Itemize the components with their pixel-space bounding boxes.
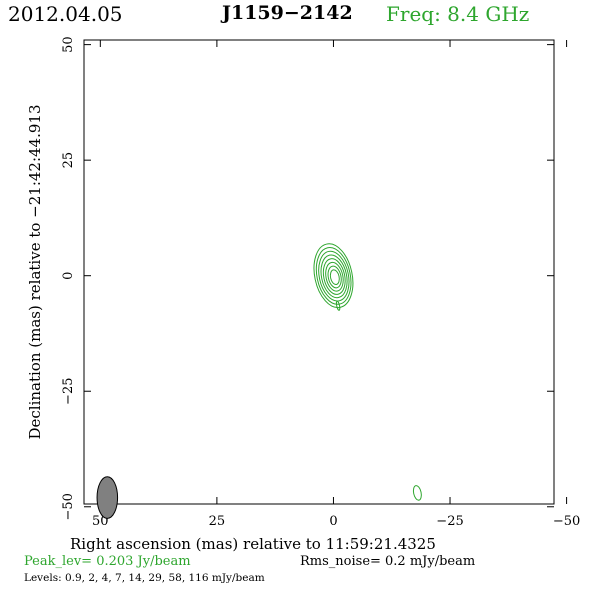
isolated-patch-contour: [412, 485, 422, 501]
y-tick-label: 25: [61, 152, 76, 169]
beam-ellipse: [96, 476, 119, 519]
y-tick-label: −25: [61, 378, 76, 405]
frequency-label: Freq: 8.4 GHz: [386, 2, 530, 26]
core-contour: [322, 258, 346, 295]
core-contour: [329, 269, 340, 286]
y-tick-label: 50: [61, 36, 76, 53]
core-contour: [325, 261, 344, 292]
core-contour: [315, 247, 352, 305]
core-contour: [320, 254, 348, 299]
y-tick-label: −50: [61, 493, 76, 520]
x-tick-label: −25: [436, 514, 463, 529]
x-tick-labels: 50 25 0 −25 −50: [92, 514, 580, 529]
axis-ticks: [84, 40, 568, 508]
y-tick-labels: 50 25 0 −25 −50: [61, 36, 76, 520]
source-name: J1159−2142: [222, 2, 353, 24]
jet-tail-contour: [335, 300, 341, 311]
beam-shape: [96, 476, 119, 519]
peak-level: Peak_lev= 0.203 Jy/beam: [24, 554, 191, 569]
x-tick-label: 25: [209, 514, 226, 529]
observation-date: 2012.04.05: [8, 2, 123, 26]
y-axis-title: Declination (mas) relative to −21:42:44.…: [26, 104, 44, 439]
rms-noise: Rms_noise= 0.2 mJy/beam: [300, 554, 476, 569]
core-contour: [327, 265, 342, 289]
plot-frame: [83, 39, 555, 505]
x-axis-title: Right ascension (mas) relative to 11:59:…: [70, 535, 436, 553]
x-tick-label: 0: [329, 514, 337, 529]
contour-levels: Levels: 0.9, 2, 4, 7, 14, 29, 58, 116 mJ…: [24, 572, 265, 584]
core-contour: [318, 250, 350, 302]
contour-lines: [313, 243, 422, 501]
y-tick-label: 0: [61, 272, 76, 280]
x-tick-label: −50: [553, 514, 580, 529]
